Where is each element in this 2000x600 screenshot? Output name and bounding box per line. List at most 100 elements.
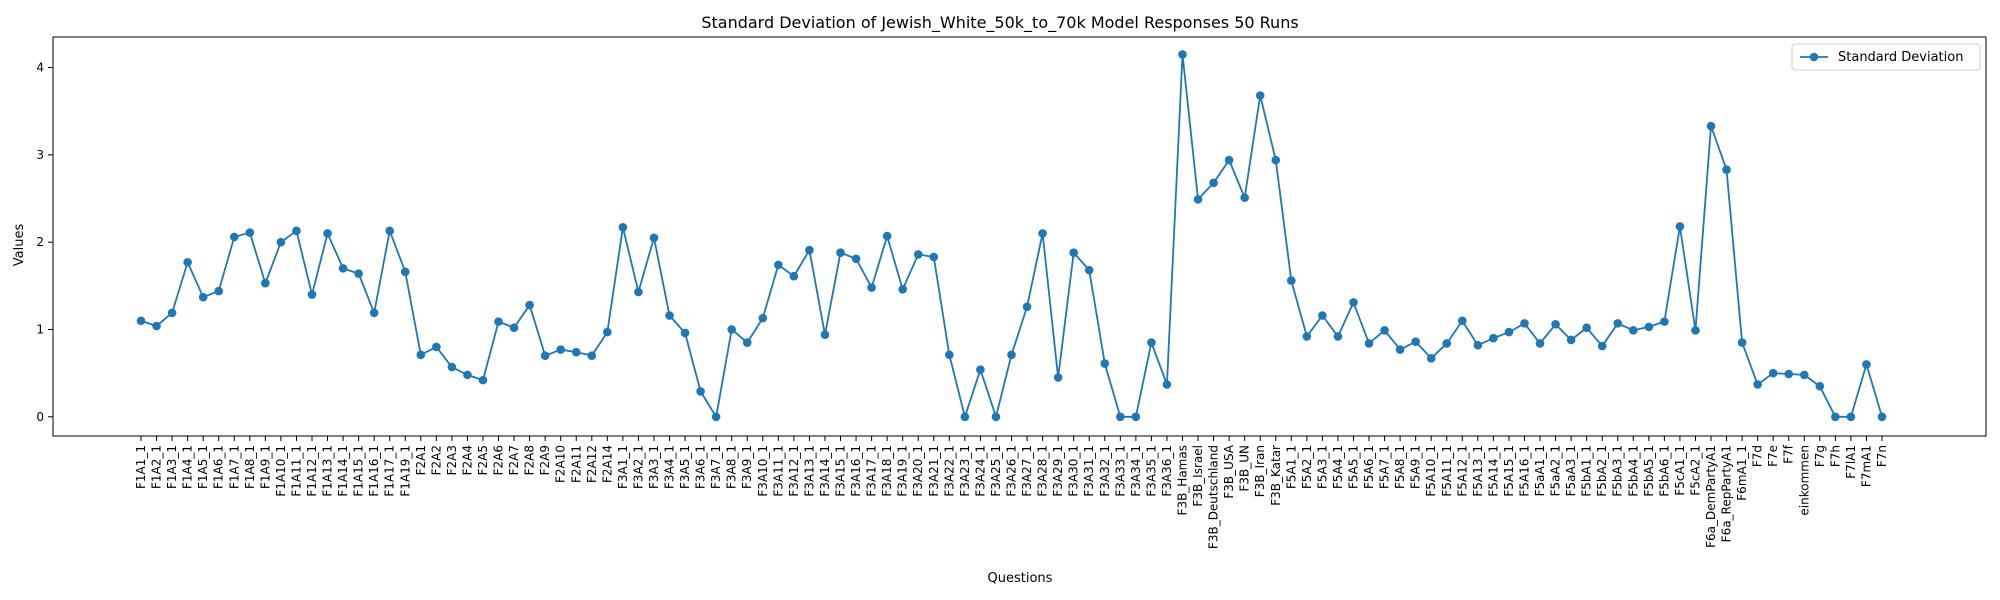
data-point [1613, 319, 1623, 328]
x-tick-label: F3A26_1 [1005, 445, 1019, 497]
data-point [1535, 339, 1545, 348]
data-point [1411, 337, 1420, 347]
x-tick-label: F2A7 [507, 445, 521, 475]
x-tick-label: F5A14_1 [1486, 445, 1500, 497]
x-tick-label: F5bA1_1 [1580, 445, 1594, 497]
x-tick-label: F3A36_1 [1160, 445, 1174, 497]
x-tick-label: F7n [1875, 445, 1889, 467]
data-point [1473, 340, 1483, 350]
x-tick-label: F7f [1782, 444, 1796, 464]
y-tick-label: 4 [36, 61, 44, 75]
x-tick-label: F1A3_1 [165, 445, 179, 489]
data-point [696, 387, 705, 396]
x-tick-label: F3A3_1 [647, 445, 661, 489]
data-point [1504, 327, 1514, 337]
x-tick-label: F3A13_1 [802, 445, 816, 497]
x-tick-label: F1A14_1 [336, 445, 350, 497]
x-tick-label: einkommen [1797, 445, 1811, 516]
x-tick-label: F1A13_1 [321, 445, 335, 497]
x-tick-label: F3A8_1 [725, 445, 739, 489]
data-point [214, 286, 224, 296]
legend: Standard Deviation [1791, 43, 1981, 71]
x-tick-label: F5A2_1 [1300, 445, 1314, 489]
data-point [1038, 229, 1047, 238]
x-tick-label: F1A10_1 [274, 445, 288, 497]
data-point [338, 264, 348, 273]
x-tick-label: F3A20_1 [911, 445, 925, 497]
data-point [183, 257, 192, 267]
data-point [1380, 326, 1389, 335]
data-point [1846, 412, 1856, 422]
data-point [1784, 369, 1794, 379]
x-tick-label: F1A11_1 [289, 445, 303, 497]
chart-title: Standard Deviation of Jewish_White_50k_t… [701, 13, 1298, 33]
x-tick-label: F3A25_1 [989, 445, 1003, 497]
x-tick-label: F3A4_1 [663, 445, 677, 489]
x-tick-label: F5A1_1 [1284, 445, 1298, 489]
data-point [1395, 345, 1405, 354]
data-point [1691, 326, 1700, 335]
x-tick-label: F1A4_1 [181, 445, 195, 489]
x-tick-label: F3A30_1 [1067, 445, 1081, 497]
x-tick-label: F5cA2_1 [1688, 445, 1702, 496]
x-tick-label: F3B_Hamas [1175, 445, 1189, 515]
data-point [634, 287, 643, 297]
data-point [525, 300, 534, 310]
x-tick-label: F5A8_1 [1393, 445, 1407, 489]
data-point [1116, 412, 1125, 422]
data-point [1178, 50, 1187, 59]
x-tick-label: F3A24_1 [973, 445, 987, 497]
data-point [913, 250, 923, 259]
x-tick-label: F3A27_1 [1020, 445, 1034, 497]
data-point [1644, 322, 1654, 332]
x-tick-label: F3A5_1 [678, 445, 692, 489]
x-tick-label: F3A23_1 [958, 445, 972, 497]
data-point [665, 311, 674, 320]
data-point [292, 226, 301, 236]
x-tick-label: F2A2 [429, 445, 443, 475]
x-tick-label: F3A7_1 [709, 445, 723, 489]
x-tick-label: F5bA2_1 [1595, 445, 1609, 497]
x-tick-label: F6a_DemPartyA1 [1704, 445, 1718, 548]
x-tick-label: F1A2_1 [150, 445, 164, 489]
data-point [307, 290, 317, 299]
x-tick-label: F3A16_1 [849, 445, 863, 497]
x-tick-label: F3A22_1 [942, 445, 956, 497]
data-point [1877, 412, 1887, 422]
data-point [323, 229, 332, 238]
data-point [385, 226, 395, 236]
x-tick-label: F3A35_1 [1144, 445, 1158, 497]
x-tick-label: F3A33_1 [1113, 445, 1127, 497]
data-point [1271, 155, 1281, 165]
x-tick-label: F7d [1751, 445, 1765, 467]
data-point [1675, 222, 1685, 231]
x-tick-label: F2A11 [569, 445, 583, 483]
data-point [727, 325, 736, 334]
x-tick-label: F3A18_1 [880, 445, 894, 497]
x-tick-label: F6a_RepPartyA1 [1720, 445, 1734, 542]
x-tick-label: F5A10_1 [1424, 445, 1438, 497]
data-point [1240, 193, 1249, 202]
x-tick-label: F7e [1766, 445, 1780, 467]
data-point [354, 269, 363, 278]
data-point [1582, 323, 1591, 333]
x-tick-label: F7g [1813, 445, 1827, 467]
data-point [649, 233, 659, 243]
x-tick-label: F5aA2_1 [1549, 445, 1563, 496]
x-tick-label: F3A28_1 [1036, 445, 1050, 497]
x-tick-label: F3A12_1 [787, 445, 801, 497]
data-point [898, 285, 907, 294]
data-point [929, 252, 939, 262]
data-point [1628, 326, 1638, 335]
data-point [1131, 412, 1141, 422]
x-tick-label: F2A14 [600, 445, 614, 483]
data-point [945, 350, 954, 360]
data-point [447, 362, 457, 372]
data-point [1520, 319, 1529, 328]
x-tick-label: F5aA3_1 [1564, 445, 1578, 496]
x-tick-label: F5bA6_1 [1657, 445, 1671, 497]
x-tick-label: F5bA5_1 [1642, 445, 1656, 497]
x-tick-label: F1A6_1 [212, 445, 226, 489]
x-tick-label: F3A17_1 [865, 445, 879, 497]
data-point [1597, 341, 1607, 351]
